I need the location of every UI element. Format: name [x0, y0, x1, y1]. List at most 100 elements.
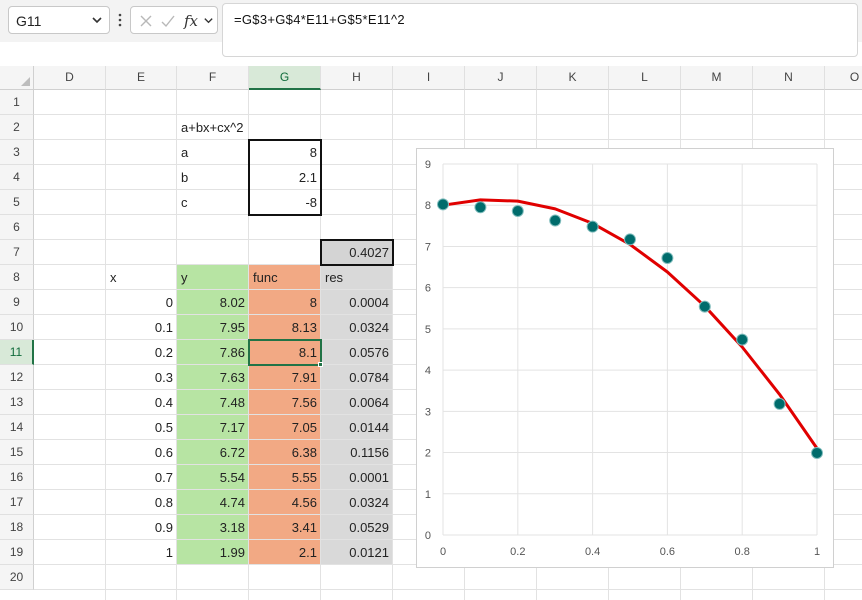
table-cell-y[interactable]: 8.02 — [219, 295, 245, 310]
column-header-d[interactable]: D — [34, 66, 106, 90]
param-name-a[interactable]: a — [181, 145, 189, 160]
insert-function-icon[interactable]: fx — [184, 12, 199, 30]
row-header-8[interactable]: 8 — [0, 265, 34, 290]
table-cell-x[interactable]: 0 — [165, 295, 173, 310]
table-cell-x[interactable]: 0.8 — [154, 495, 173, 510]
row-header-9[interactable]: 9 — [0, 290, 34, 315]
table-cell-func[interactable]: 2.1 — [298, 545, 317, 560]
row-header-19[interactable]: 19 — [0, 540, 34, 565]
table-cell-func[interactable]: 8.13 — [291, 320, 317, 335]
table-cell-res[interactable]: 0.0324 — [349, 495, 389, 510]
row-header-16[interactable]: 16 — [0, 465, 34, 490]
column-header-i[interactable]: I — [393, 66, 465, 90]
param-name-c[interactable]: c — [181, 195, 188, 210]
table-cell-y[interactable]: 4.74 — [219, 495, 245, 510]
table-cell-res[interactable]: 0.0144 — [349, 420, 389, 435]
table-cell-x[interactable]: 0.5 — [154, 420, 173, 435]
param-value-c[interactable]: -8 — [305, 195, 317, 210]
table-cell-y[interactable]: 7.95 — [219, 320, 245, 335]
table-cell-res[interactable]: 0.0001 — [349, 470, 389, 485]
column-header-n[interactable]: N — [753, 66, 825, 90]
chevron-down-icon[interactable] — [203, 15, 214, 26]
table-header-x[interactable]: x — [110, 270, 117, 285]
table-cell-func[interactable]: 7.05 — [291, 420, 317, 435]
param-name-b[interactable]: b — [181, 170, 189, 185]
table-cell-func[interactable]: 8.1 — [298, 345, 317, 360]
table-cell-func[interactable]: 5.55 — [291, 470, 317, 485]
row-header-3[interactable]: 3 — [0, 140, 34, 165]
table-cell-x[interactable]: 0.9 — [154, 520, 173, 535]
more-options-icon[interactable] — [114, 10, 126, 30]
chart[interactable]: 0 1 2 3 4 5 6 7 8 9 0 0.2 0.4 0.6 0.8 1 — [416, 148, 834, 568]
table-cell-y[interactable]: 6.72 — [219, 445, 245, 460]
chevron-down-icon[interactable] — [91, 14, 103, 26]
row-header-20[interactable]: 20 — [0, 565, 34, 590]
row-header-7[interactable]: 7 — [0, 240, 34, 265]
row-header-10[interactable]: 10 — [0, 315, 34, 340]
total-residual-value[interactable]: 0.4027 — [349, 245, 389, 260]
table-cell-x[interactable]: 0.6 — [154, 445, 173, 460]
table-cell-res[interactable]: 0.0784 — [349, 370, 389, 385]
row-header-14[interactable]: 14 — [0, 415, 34, 440]
formula-input[interactable]: =G$3+G$4*E11+G$5*E11^2 — [222, 3, 858, 57]
row-header-11[interactable]: 11 — [0, 340, 34, 365]
cancel-icon[interactable] — [138, 13, 154, 29]
table-cell-y[interactable]: 7.17 — [219, 420, 245, 435]
column-header-h[interactable]: H — [321, 66, 393, 90]
column-header-m[interactable]: M — [681, 66, 753, 90]
table-cell-func[interactable]: 3.41 — [291, 520, 317, 535]
table-cell-res[interactable]: 0.0064 — [349, 395, 389, 410]
fill-handle[interactable] — [318, 362, 323, 367]
column-header-f[interactable]: F — [177, 66, 249, 90]
table-cell-func[interactable]: 4.56 — [291, 495, 317, 510]
row-header-2[interactable]: 2 — [0, 115, 34, 140]
name-box[interactable]: G11 — [8, 6, 110, 34]
table-cell-res[interactable]: 0.0576 — [349, 345, 389, 360]
table-cell-y[interactable]: 5.54 — [219, 470, 245, 485]
model-formula-label[interactable]: a+bx+cx^2 — [181, 120, 244, 135]
table-header-res[interactable]: res — [325, 270, 344, 285]
column-header-e[interactable]: E — [106, 66, 177, 90]
table-cell-func[interactable]: 8 — [309, 295, 317, 310]
table-cell-func[interactable]: 7.91 — [291, 370, 317, 385]
active-cell-selection[interactable] — [248, 339, 322, 366]
table-cell-y[interactable]: 7.48 — [219, 395, 245, 410]
row-header-17[interactable]: 17 — [0, 490, 34, 515]
row-header-13[interactable]: 13 — [0, 390, 34, 415]
table-cell-y[interactable]: 3.18 — [219, 520, 245, 535]
table-header-func[interactable]: func — [253, 270, 278, 285]
column-header-l[interactable]: L — [609, 66, 681, 90]
row-header-6[interactable]: 6 — [0, 215, 34, 240]
table-cell-x[interactable]: 0.3 — [154, 370, 173, 385]
row-header-12[interactable]: 12 — [0, 365, 34, 390]
param-value-a[interactable]: 8 — [309, 145, 317, 160]
table-cell-x[interactable]: 0.4 — [154, 395, 173, 410]
table-cell-res[interactable]: 0.1156 — [350, 445, 389, 460]
table-cell-res[interactable]: 0.0004 — [349, 295, 389, 310]
table-cell-res[interactable]: 0.0121 — [349, 545, 389, 560]
column-header-j[interactable]: J — [465, 66, 537, 90]
table-cell-y[interactable]: 1.99 — [219, 545, 245, 560]
table-header-y[interactable]: y — [181, 270, 188, 285]
row-header-15[interactable]: 15 — [0, 440, 34, 465]
table-cell-y[interactable]: 7.63 — [219, 370, 245, 385]
row-header-5[interactable]: 5 — [0, 190, 34, 215]
column-header-o[interactable]: O — [825, 66, 862, 90]
table-cell-x[interactable]: 0.2 — [154, 345, 173, 360]
row-header-18[interactable]: 18 — [0, 515, 34, 540]
table-cell-res[interactable]: 0.0529 — [349, 520, 389, 535]
table-cell-func[interactable]: 7.56 — [291, 395, 317, 410]
table-cell-x[interactable]: 0.1 — [154, 320, 173, 335]
table-cell-func[interactable]: 6.38 — [291, 445, 317, 460]
table-cell-x[interactable]: 1 — [165, 545, 173, 560]
table-cell-x[interactable]: 0.7 — [154, 470, 173, 485]
column-header-g[interactable]: G — [249, 66, 321, 90]
enter-check-icon[interactable] — [160, 13, 176, 29]
table-cell-res[interactable]: 0.0324 — [349, 320, 389, 335]
table-cell-y[interactable]: 7.86 — [219, 345, 245, 360]
column-header-k[interactable]: K — [537, 66, 609, 90]
row-header-4[interactable]: 4 — [0, 165, 34, 190]
param-value-b[interactable]: 2.1 — [298, 170, 317, 185]
select-all-corner[interactable] — [0, 66, 34, 90]
row-header-1[interactable]: 1 — [0, 90, 34, 115]
